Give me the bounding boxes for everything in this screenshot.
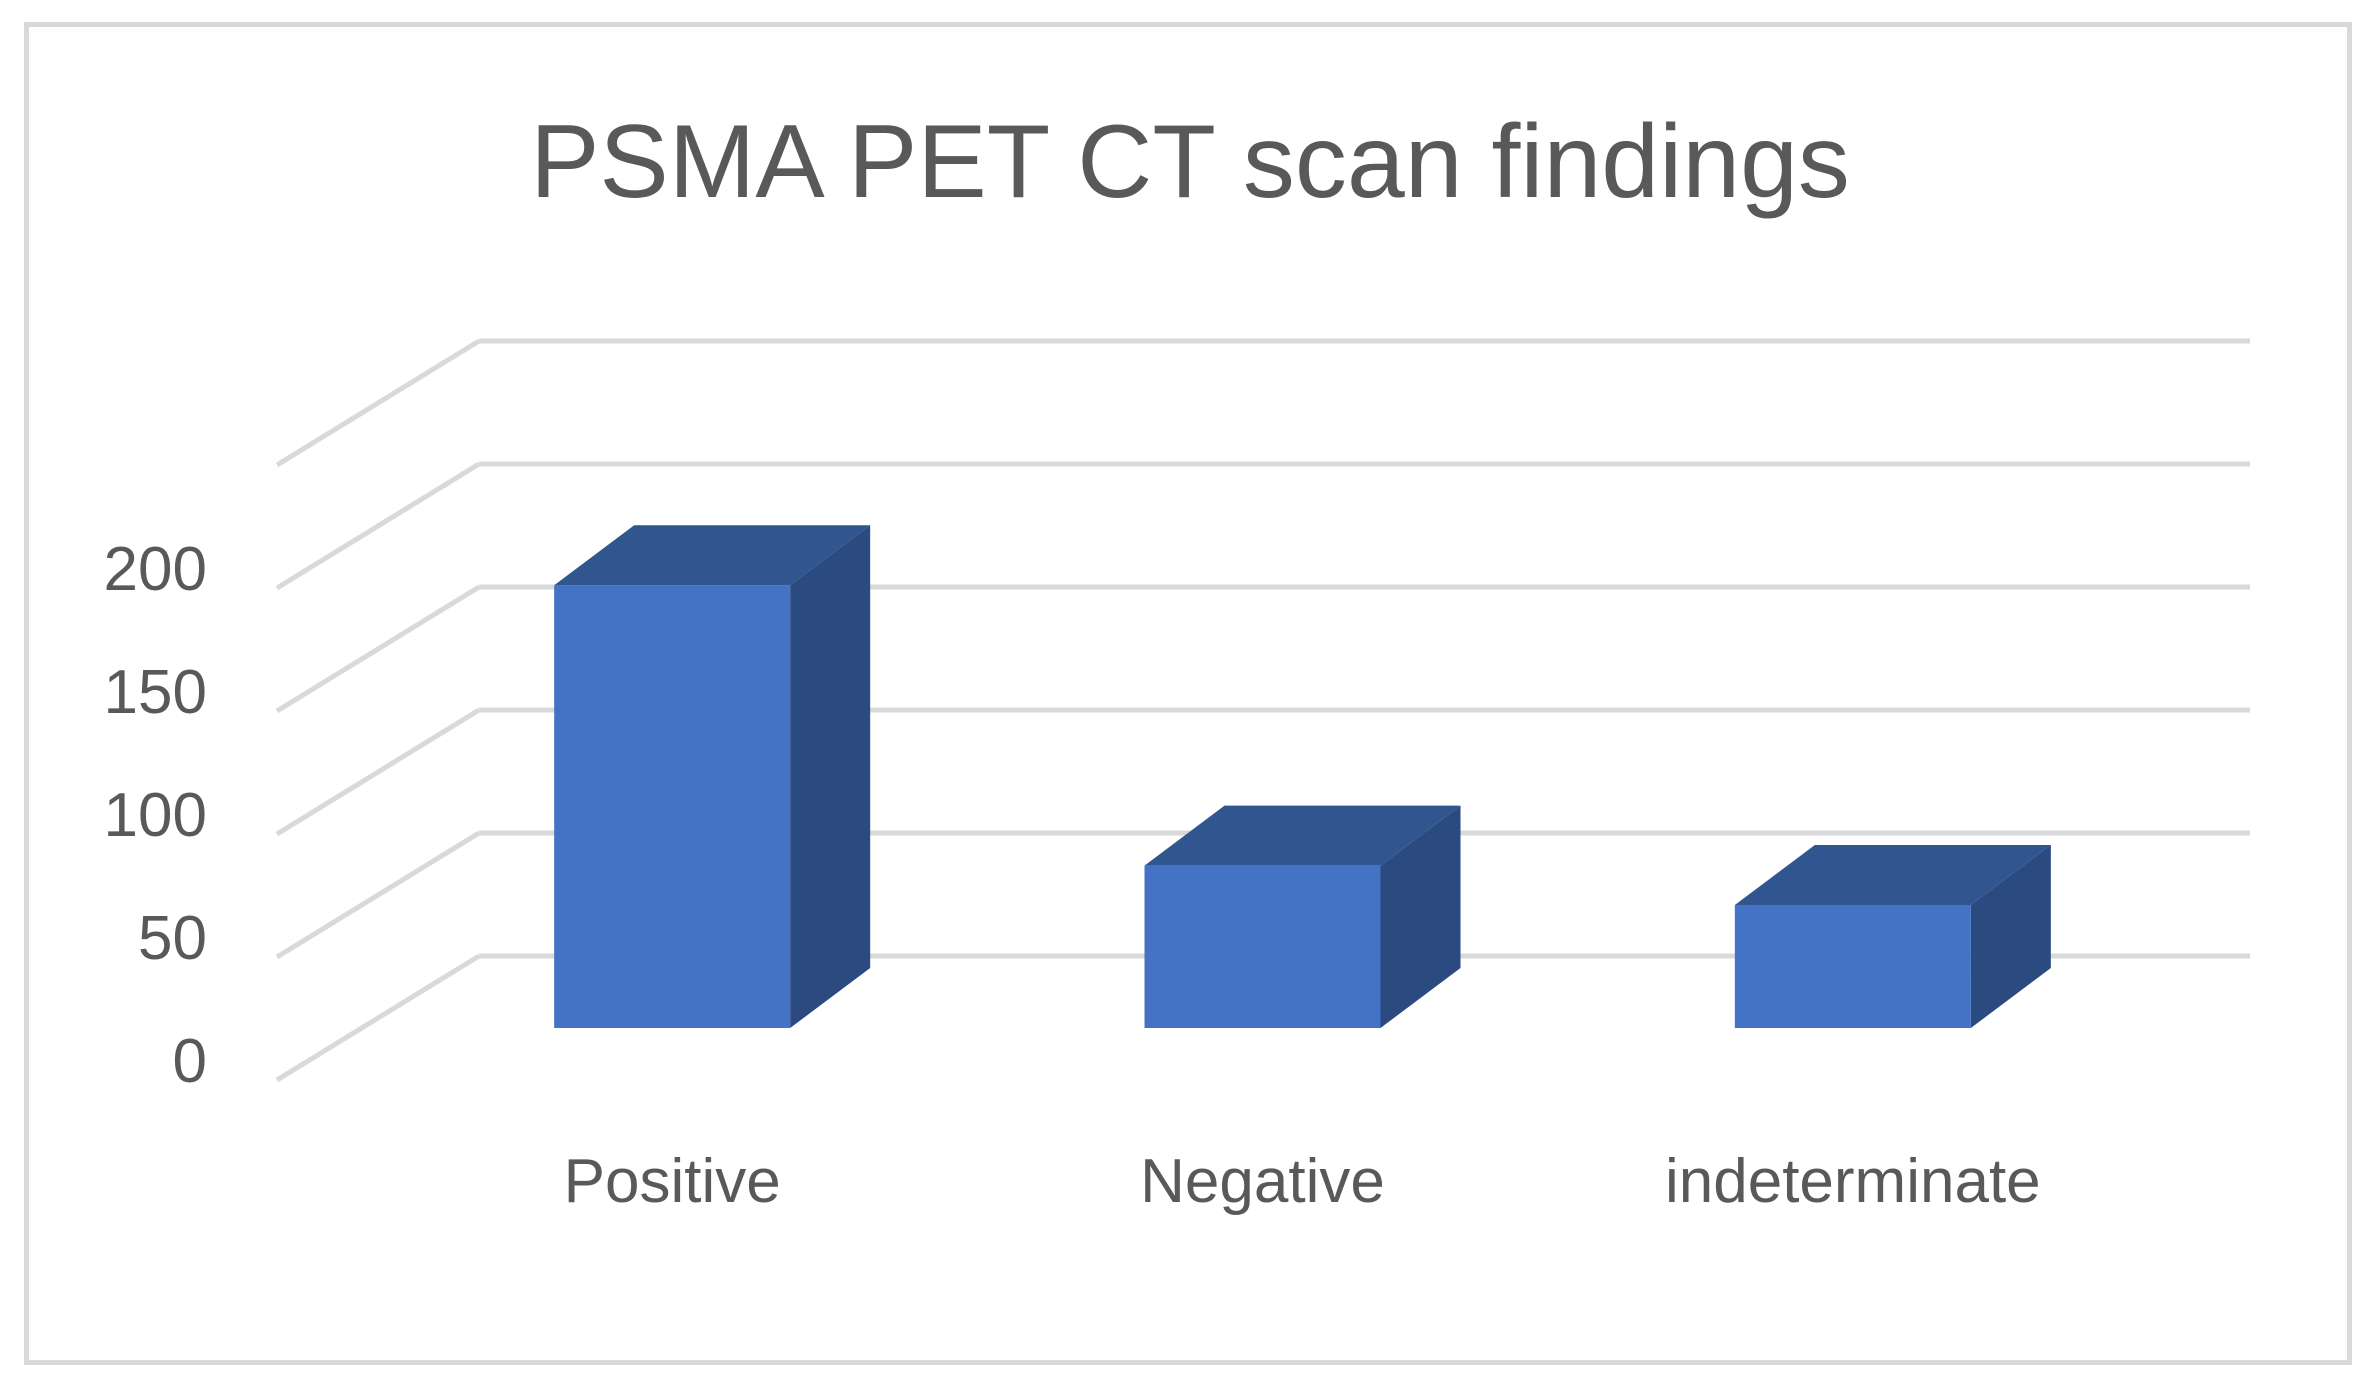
gridline-side [275, 830, 481, 960]
bar-top [1734, 845, 2051, 905]
x-axis-categories: Positive Negative indeterminate [564, 1147, 2041, 1216]
bar-top [1144, 805, 1461, 866]
bar-side [790, 525, 871, 1028]
y-tick-label: 200 [104, 535, 207, 604]
bars [554, 525, 2051, 1028]
bar [1734, 905, 1971, 1028]
bar-top [554, 525, 871, 586]
gridline-side [275, 707, 481, 837]
chart-frame [24, 22, 2352, 1365]
y-tick-label: 150 [104, 658, 207, 727]
gridline-side [275, 461, 481, 591]
gridline-side [275, 338, 481, 468]
chart-title: PSMA PET CT scan findings [530, 104, 1850, 220]
x-category-label: indeterminate [1665, 1147, 2041, 1216]
bar [1144, 865, 1381, 1028]
gridline-side [275, 584, 481, 714]
bar-side [1380, 805, 1461, 1028]
y-tick-label: 100 [104, 781, 207, 850]
x-category-label: Negative [1140, 1147, 1385, 1216]
y-tick-label: 0 [173, 1027, 207, 1096]
gridline-side [275, 953, 481, 1083]
bar-side [1970, 845, 2051, 1028]
y-tick-label: 50 [138, 904, 207, 973]
y-axis-ticks: 0 50 100 150 200 [104, 535, 207, 1096]
bar [554, 585, 791, 1028]
x-category-label: Positive [564, 1147, 781, 1216]
